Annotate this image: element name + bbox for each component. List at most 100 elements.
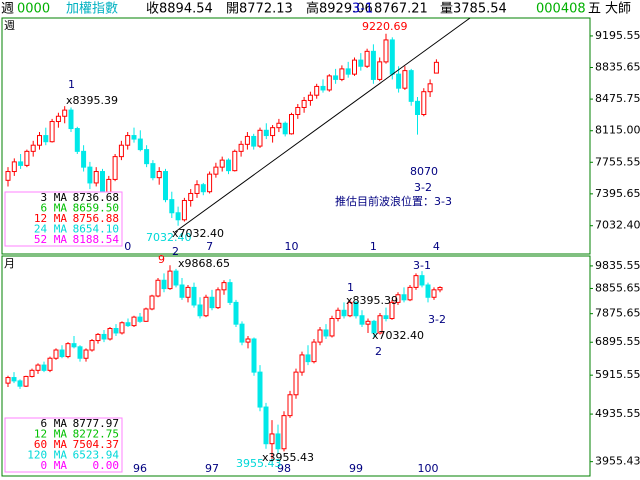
candle-body — [194, 184, 200, 194]
candle-body — [320, 85, 326, 91]
ma-label: 0 MA — [41, 459, 68, 472]
ma-value: 8188.54 — [73, 233, 120, 246]
candle-body — [408, 70, 414, 102]
y-tick-label: 7395.65 — [595, 187, 640, 200]
candle-body — [221, 282, 227, 291]
candle-body — [68, 109, 74, 130]
candle-body — [251, 338, 257, 373]
candle-body — [326, 75, 332, 91]
candle-body — [245, 338, 251, 343]
x-tick-label: 98 — [277, 462, 291, 475]
panel-frame — [1, 255, 591, 477]
candle-body — [43, 135, 49, 143]
candle-body — [219, 159, 225, 168]
candle-body — [23, 375, 29, 387]
candle-body — [81, 150, 87, 168]
x-tick-label: 99 — [349, 462, 363, 475]
candle-body — [370, 50, 376, 80]
candle-body — [345, 68, 351, 75]
candle-body — [62, 109, 68, 117]
ma-label: 6 MA — [41, 202, 68, 215]
candle-body — [156, 171, 162, 179]
candle-body — [358, 59, 364, 67]
annotation: 9 — [158, 253, 165, 266]
candle-body — [137, 316, 143, 322]
annotation: x3955.43 — [262, 451, 314, 464]
ma-label: 52 MA — [34, 233, 67, 246]
candle-body — [188, 192, 194, 201]
ma-legend-box — [4, 417, 123, 473]
candle-body — [47, 357, 53, 371]
candle-body — [125, 135, 131, 146]
candle-body — [317, 329, 323, 343]
candle-body — [413, 275, 419, 288]
candle-body — [415, 100, 420, 116]
x-tick-label: 4 — [433, 240, 440, 253]
ma-label: 3 MA — [41, 191, 68, 204]
y-tick-label: 7032.40 — [595, 219, 640, 232]
candle-body — [383, 39, 389, 63]
candle-body — [305, 354, 311, 363]
candle-body — [419, 275, 425, 286]
candle-body — [347, 301, 353, 317]
candle-body — [431, 289, 437, 298]
candle-body — [209, 296, 215, 309]
annotation: 9220.69 — [362, 20, 408, 33]
x-tick-label: 10 — [285, 240, 299, 253]
annotation: 8070 — [410, 165, 438, 178]
panel-title: 月 — [4, 257, 15, 270]
candle-body — [233, 301, 239, 325]
candle-body — [239, 323, 245, 343]
candle-body — [181, 199, 187, 221]
candle-body — [93, 171, 99, 184]
candle-body — [119, 322, 125, 334]
candle-body — [30, 144, 36, 152]
candle-body — [377, 315, 383, 334]
annotation: 7032.40 — [146, 231, 192, 244]
candle-body — [131, 316, 137, 327]
candle-body — [149, 295, 155, 310]
candle-body — [107, 328, 113, 340]
candle-body — [83, 349, 89, 359]
ma-label: 24 MA — [34, 223, 67, 236]
candle-body — [213, 166, 219, 175]
candle-body — [269, 433, 275, 445]
candle-body — [329, 318, 335, 337]
candle-body — [395, 294, 401, 303]
period: 週 — [1, 2, 14, 17]
candle-body — [41, 364, 47, 371]
candle-body — [163, 171, 168, 201]
low: 8767.21 — [374, 2, 428, 17]
candle-body — [49, 121, 55, 143]
ma-label: 6 MA — [41, 417, 68, 430]
annotation: x8395.39 — [66, 94, 118, 107]
annotation: x9868.65 — [178, 257, 230, 270]
candle-body — [333, 75, 339, 80]
candle-body — [238, 143, 244, 152]
candle-body — [232, 150, 238, 172]
candle-body — [276, 122, 282, 129]
y-tick-label: 8855.65 — [595, 281, 640, 294]
ma-value: 8654.10 — [73, 223, 119, 236]
candle-body — [335, 309, 341, 320]
candle-body — [131, 135, 137, 140]
close: 收8894.54 — [146, 2, 213, 17]
annotation: x7032.40 — [172, 227, 224, 240]
candle-body — [383, 315, 389, 320]
candle-body — [37, 135, 42, 146]
candle-body — [295, 106, 301, 116]
candle-body — [270, 127, 276, 137]
ma-value: 7504.37 — [73, 438, 119, 451]
candle-body — [71, 343, 77, 348]
candle-body — [167, 270, 173, 290]
x-tick-label: 100 — [418, 462, 439, 475]
ma-label: 60 MA — [34, 438, 67, 451]
candle-body — [191, 286, 197, 306]
ma-value: 8756.88 — [73, 212, 119, 225]
candle-body — [257, 129, 263, 147]
candle-body — [407, 286, 413, 301]
ma-value: 8659.50 — [73, 202, 119, 215]
candle-body — [35, 364, 41, 371]
y-tick-label: 9835.55 — [595, 259, 640, 272]
ma-label: 12 MA — [34, 428, 67, 441]
